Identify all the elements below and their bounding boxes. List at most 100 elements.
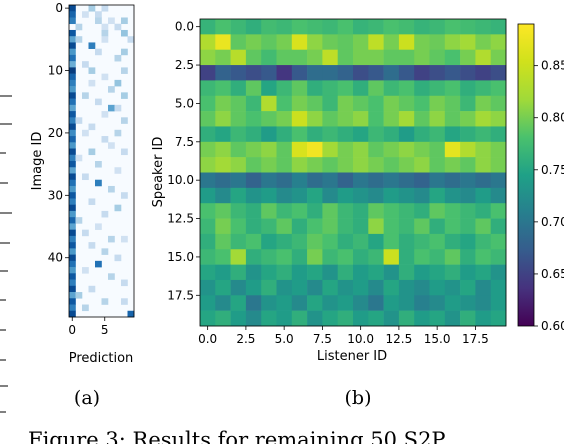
- panel-b-cell: [245, 172, 262, 189]
- panel-b-cell: [276, 233, 293, 250]
- panel-b-cell: [460, 80, 476, 97]
- panel-b-cell: [429, 65, 446, 81]
- panel-b-cell: [245, 264, 262, 281]
- panel-b-cell: [215, 126, 231, 143]
- panel-a-cell: [121, 235, 128, 243]
- panel-a-cell: [69, 267, 76, 274]
- panel-b-cell: [245, 295, 262, 311]
- panel-b-cell: [245, 233, 262, 250]
- panel-a-cell: [121, 192, 128, 199]
- panel-b-cell: [383, 264, 400, 281]
- panel-a-cell: [101, 29, 109, 37]
- panel-b-cell: [261, 157, 277, 173]
- panel-b-cell: [414, 111, 430, 127]
- panel-b-cell: [460, 264, 476, 281]
- panel-a-cell: [69, 298, 76, 305]
- panel-a-cell: [88, 42, 96, 49]
- panel-a-cell: [108, 142, 115, 149]
- panel-b-cell: [337, 218, 354, 235]
- panel-b-cell: [230, 264, 247, 281]
- panel-b-cell: [444, 80, 461, 97]
- panel-b-x-tick-label: 15.0: [424, 332, 451, 346]
- panel-b-cell: [276, 111, 293, 127]
- panel-b-cell: [353, 279, 369, 296]
- panel-a-cell: [69, 248, 76, 255]
- panel-a-cell: [88, 148, 96, 156]
- panel-b-cell: [398, 34, 415, 50]
- panel-b-cell: [444, 172, 461, 189]
- panel-b-cell: [307, 218, 323, 235]
- panel-b-cell: [383, 65, 400, 81]
- panel-b-speaker-listener-heatmap: 0.0 2.5 5.0 7.5 10.0 12.5 15.0 17.5 0.0 2.5 5.0 7.…: [151, 18, 507, 364]
- panel-b-cell: [337, 141, 354, 158]
- panel-b-cell: [307, 19, 323, 35]
- panel-a-cell: [69, 254, 76, 262]
- panel-a-cell: [95, 98, 102, 106]
- panel-b-cell: [215, 233, 231, 250]
- panel-a-cell: [69, 117, 76, 124]
- panel-a-cell: [69, 61, 76, 68]
- panel-b-cell: [337, 126, 354, 143]
- panel-b-cell: [291, 279, 308, 296]
- panel-b-cell: [490, 34, 507, 50]
- panel-b-cell: [245, 111, 262, 127]
- panel-b-cell: [429, 141, 446, 158]
- panel-b-cell: [429, 187, 446, 204]
- panel-b-cell: [429, 126, 446, 143]
- panel-a-cell: [82, 304, 89, 312]
- panel-b-cell: [337, 310, 354, 327]
- panel-a-cell: [121, 17, 128, 25]
- panel-b-cell: [200, 80, 216, 97]
- panel-b-cell: [230, 172, 247, 189]
- panel-b-cell: [444, 295, 461, 311]
- panel-a-cell: [75, 292, 83, 299]
- panel-b-cell: [276, 264, 293, 281]
- panel-b-cell: [475, 233, 491, 250]
- panel-b-cell: [200, 95, 216, 112]
- panel-b-cell: [368, 233, 384, 250]
- panel-b-cell: [322, 157, 338, 173]
- panel-b-cell: [353, 203, 369, 219]
- panel-b-cell: [429, 249, 446, 265]
- panel-b-cell: [414, 95, 430, 112]
- panel-b-cell: [322, 65, 338, 81]
- panel-a-cell: [75, 36, 83, 43]
- panel-b-cell: [230, 233, 247, 250]
- panel-b-cell: [444, 218, 461, 235]
- panel-b-cell: [368, 95, 384, 112]
- panel-b-cell: [353, 141, 369, 158]
- panel-b-cell: [414, 295, 430, 311]
- panel-b-cell: [490, 49, 507, 66]
- panel-b-cell: [429, 49, 446, 66]
- panel-b-y-tick-label: 15.0: [167, 250, 194, 264]
- panel-b-x-tick-label: 7.5: [313, 332, 332, 346]
- panel-b-cell: [353, 49, 369, 66]
- panel-a-y-axis-label: Image ID: [30, 132, 45, 191]
- panel-a-cell: [101, 248, 109, 255]
- panel-b-cell: [475, 249, 491, 265]
- panel-b-cell: [291, 141, 308, 158]
- panel-b-cell: [460, 19, 476, 35]
- panel-a-cell: [69, 79, 76, 87]
- panel-b-cell: [276, 203, 293, 219]
- panel-b-cell: [368, 264, 384, 281]
- panel-b-cell: [475, 187, 491, 204]
- panel-a-x-tick-label: 5: [101, 323, 109, 337]
- panel-a-cell: [69, 217, 76, 224]
- panel-b-cell: [261, 95, 277, 112]
- panel-b-cell: [291, 49, 308, 66]
- panel-a-cell: [69, 279, 76, 287]
- panel-b-cell: [200, 187, 216, 204]
- panel-b-cell: [215, 172, 231, 189]
- panel-b-cell: [429, 111, 446, 127]
- panel-b-cell: [368, 19, 384, 35]
- panel-a-x-tick-label: 0: [68, 323, 76, 337]
- panel-b-cell: [291, 295, 308, 311]
- panel-b-cell: [307, 187, 323, 204]
- panel-b-cell: [429, 203, 446, 219]
- panel-b-cell: [322, 19, 338, 35]
- panel-b-cell: [444, 141, 461, 158]
- panel-a-cell: [82, 129, 89, 137]
- panel-b-cell: [490, 80, 507, 97]
